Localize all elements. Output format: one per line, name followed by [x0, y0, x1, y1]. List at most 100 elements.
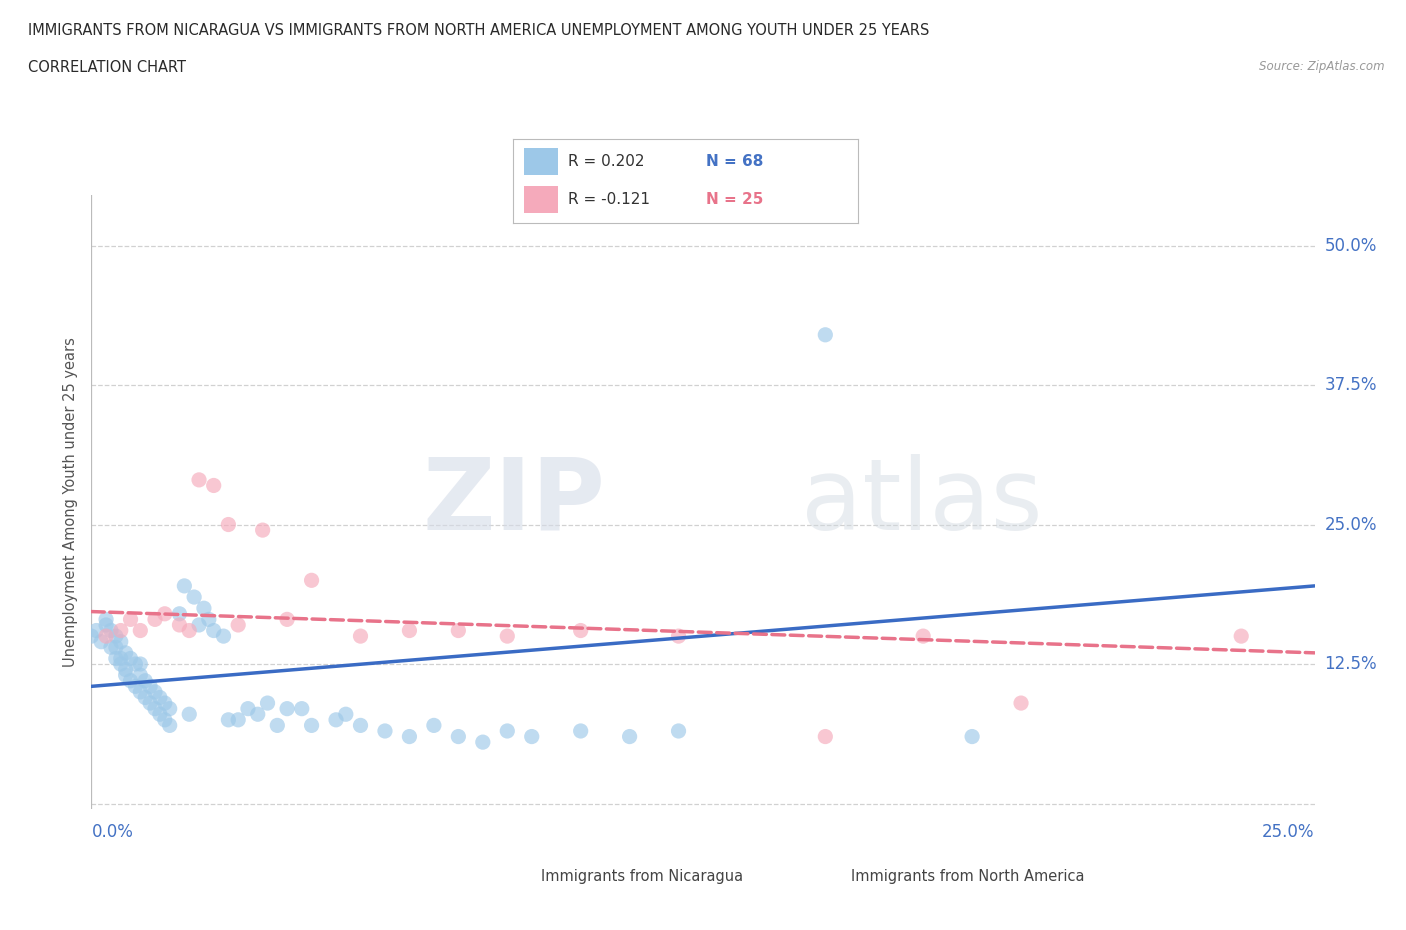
- Point: [202, 478, 225, 493]
- Point: [226, 618, 249, 632]
- Point: [104, 640, 127, 655]
- Text: Immigrants from Nicaragua: Immigrants from Nicaragua: [541, 869, 744, 884]
- Point: [520, 729, 543, 744]
- Point: [153, 606, 176, 621]
- Point: [668, 724, 690, 738]
- Point: [110, 623, 132, 638]
- Point: [202, 623, 225, 638]
- Point: [114, 645, 136, 660]
- Point: [120, 673, 142, 688]
- Text: 25.0%: 25.0%: [1263, 823, 1315, 841]
- Point: [143, 701, 166, 716]
- Text: 12.5%: 12.5%: [1324, 655, 1376, 673]
- Point: [139, 679, 162, 694]
- Text: IMMIGRANTS FROM NICARAGUA VS IMMIGRANTS FROM NORTH AMERICA UNEMPLOYMENT AMONG YO: IMMIGRANTS FROM NICARAGUA VS IMMIGRANTS …: [28, 23, 929, 38]
- Point: [110, 657, 132, 671]
- Point: [496, 629, 519, 644]
- Point: [159, 701, 181, 716]
- Point: [94, 629, 117, 644]
- Point: [374, 724, 396, 738]
- Point: [169, 618, 191, 632]
- Point: [668, 629, 690, 644]
- Point: [84, 623, 107, 638]
- Point: [179, 623, 201, 638]
- Point: [217, 712, 239, 727]
- Point: [153, 712, 176, 727]
- Point: [169, 606, 191, 621]
- Point: [246, 707, 269, 722]
- Point: [104, 629, 127, 644]
- Point: [301, 718, 323, 733]
- Point: [159, 718, 181, 733]
- Point: [124, 657, 146, 671]
- Point: [423, 718, 446, 733]
- Point: [1010, 696, 1032, 711]
- Point: [301, 573, 323, 588]
- Point: [447, 729, 470, 744]
- Point: [252, 523, 274, 538]
- Text: CORRELATION CHART: CORRELATION CHART: [28, 60, 186, 75]
- Point: [100, 640, 122, 655]
- Text: N = 68: N = 68: [706, 153, 763, 168]
- Point: [217, 517, 239, 532]
- Point: [619, 729, 641, 744]
- Point: [80, 629, 103, 644]
- Point: [226, 712, 249, 727]
- Point: [143, 684, 166, 699]
- Text: atlas: atlas: [801, 454, 1042, 551]
- Point: [188, 472, 211, 487]
- Text: 25.0%: 25.0%: [1324, 515, 1376, 534]
- Point: [120, 612, 142, 627]
- Point: [149, 707, 172, 722]
- Point: [276, 612, 298, 627]
- Point: [569, 724, 592, 738]
- Point: [291, 701, 314, 716]
- Point: [100, 623, 122, 638]
- Point: [276, 701, 298, 716]
- Point: [1230, 629, 1253, 644]
- Point: [129, 668, 152, 683]
- Point: [912, 629, 935, 644]
- Point: [960, 729, 983, 744]
- Point: [193, 601, 215, 616]
- Bar: [523, 186, 558, 213]
- Point: [349, 629, 371, 644]
- Point: [325, 712, 347, 727]
- Point: [814, 327, 837, 342]
- Text: N = 25: N = 25: [706, 193, 763, 207]
- Point: [188, 618, 211, 632]
- Point: [124, 679, 146, 694]
- Point: [114, 668, 136, 683]
- Point: [198, 612, 221, 627]
- Text: ZIP: ZIP: [422, 454, 605, 551]
- Point: [110, 651, 132, 666]
- Point: [398, 729, 420, 744]
- Text: R = -0.121: R = -0.121: [568, 193, 651, 207]
- Point: [569, 623, 592, 638]
- Point: [94, 618, 117, 632]
- Point: [173, 578, 195, 593]
- Point: [139, 696, 162, 711]
- Point: [349, 718, 371, 733]
- Point: [149, 690, 172, 705]
- Point: [471, 735, 494, 750]
- Point: [129, 623, 152, 638]
- Bar: [523, 148, 558, 175]
- Text: R = 0.202: R = 0.202: [568, 153, 645, 168]
- Point: [134, 690, 156, 705]
- Point: [114, 662, 136, 677]
- Point: [143, 612, 166, 627]
- Point: [94, 612, 117, 627]
- Point: [129, 657, 152, 671]
- Point: [104, 651, 127, 666]
- Point: [266, 718, 288, 733]
- Point: [153, 696, 176, 711]
- Point: [120, 651, 142, 666]
- Text: 50.0%: 50.0%: [1324, 236, 1376, 255]
- Point: [398, 623, 420, 638]
- Point: [814, 729, 837, 744]
- Text: Source: ZipAtlas.com: Source: ZipAtlas.com: [1260, 60, 1385, 73]
- Point: [179, 707, 201, 722]
- Point: [236, 701, 259, 716]
- Point: [496, 724, 519, 738]
